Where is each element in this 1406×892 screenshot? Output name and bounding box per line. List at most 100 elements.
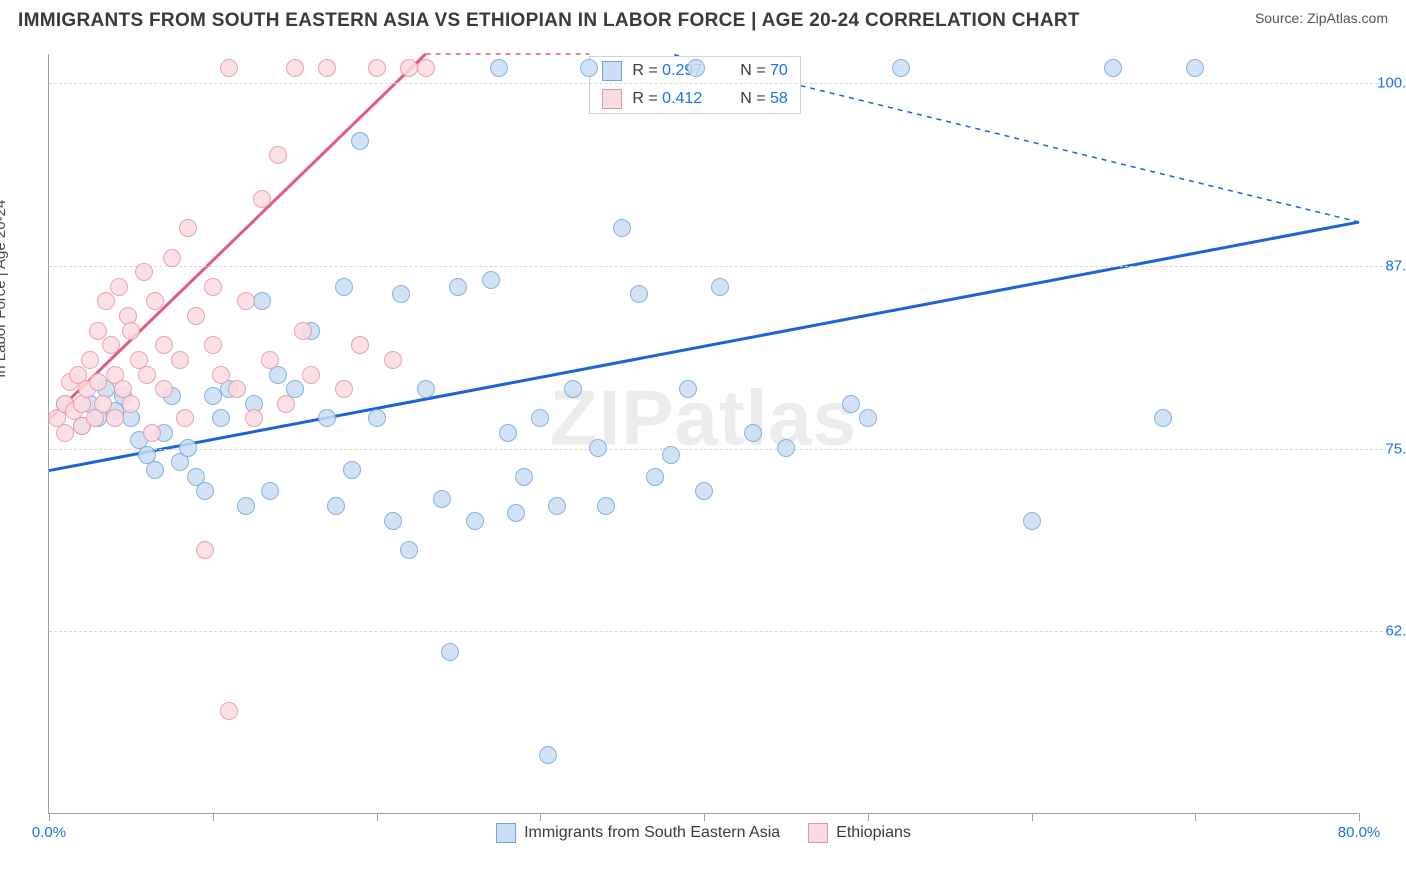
data-point — [269, 146, 287, 164]
data-point — [212, 409, 230, 427]
data-point — [89, 322, 107, 340]
data-point — [711, 278, 729, 296]
data-point — [417, 59, 435, 77]
data-point — [196, 541, 214, 559]
source-prefix: Source: — [1255, 10, 1307, 26]
data-point — [294, 322, 312, 340]
data-point — [110, 278, 128, 296]
series-legend: Immigrants from South Eastern Asia Ethiop… — [49, 823, 1358, 843]
x-tick-label: 80.0% — [1338, 824, 1381, 841]
data-point — [196, 482, 214, 500]
legend-swatch — [496, 823, 516, 843]
footer-legend-item: Immigrants from South Eastern Asia — [496, 823, 780, 843]
data-point — [245, 409, 263, 427]
data-point — [892, 59, 910, 77]
legend-swatch — [602, 89, 622, 109]
legend-swatch — [602, 61, 622, 81]
y-tick-label: 62.5% — [1366, 623, 1406, 640]
y-tick-label: 75.0% — [1366, 440, 1406, 457]
data-point — [482, 271, 500, 289]
data-point — [687, 59, 705, 77]
data-point — [368, 59, 386, 77]
data-point — [597, 497, 615, 515]
data-point — [335, 278, 353, 296]
data-point — [187, 307, 205, 325]
data-point — [286, 59, 304, 77]
data-point — [179, 439, 197, 457]
gridline — [49, 83, 1398, 84]
data-point — [146, 292, 164, 310]
data-point — [204, 387, 222, 405]
data-point — [531, 409, 549, 427]
data-point — [146, 461, 164, 479]
trend-line — [49, 54, 426, 419]
x-tick — [704, 813, 705, 821]
data-point — [507, 504, 525, 522]
data-point — [135, 263, 153, 281]
legend-n-value: N = 70 — [740, 62, 788, 80]
data-point — [1104, 59, 1122, 77]
plot-region: ZIPatlas R = 0.297N = 70R = 0.412N = 58 … — [48, 54, 1358, 814]
data-point — [89, 373, 107, 391]
x-tick — [1359, 813, 1360, 821]
source-link[interactable]: ZipAtlas.com — [1307, 10, 1388, 26]
data-point — [56, 424, 74, 442]
data-point — [400, 541, 418, 559]
legend-row: R = 0.412 N = 58 — [590, 85, 799, 113]
data-point — [441, 643, 459, 661]
data-point — [261, 351, 279, 369]
data-point — [122, 395, 140, 413]
data-point — [1154, 409, 1172, 427]
data-point — [237, 292, 255, 310]
data-point — [138, 366, 156, 384]
data-point — [102, 336, 120, 354]
data-point — [466, 512, 484, 530]
data-point — [176, 409, 194, 427]
data-point — [499, 424, 517, 442]
data-point — [204, 278, 222, 296]
data-point — [277, 395, 295, 413]
data-point — [327, 497, 345, 515]
trend-lines-layer — [49, 54, 1359, 814]
legend-n-value: N = 58 — [740, 90, 788, 108]
source-line: Source: ZipAtlas.com — [1255, 10, 1388, 26]
data-point — [302, 366, 320, 384]
data-point — [81, 351, 99, 369]
y-tick-label: 87.5% — [1366, 257, 1406, 274]
data-point — [392, 285, 410, 303]
data-point — [253, 190, 271, 208]
trend-line — [49, 222, 1359, 470]
data-point — [155, 380, 173, 398]
data-point — [351, 132, 369, 150]
data-point — [433, 490, 451, 508]
data-point — [228, 380, 246, 398]
data-point — [539, 746, 557, 764]
x-tick — [868, 813, 869, 821]
chart-title: IMMIGRANTS FROM SOUTH EASTERN ASIA VS ET… — [18, 10, 1080, 32]
data-point — [335, 380, 353, 398]
data-point — [220, 702, 238, 720]
data-point — [220, 59, 238, 77]
legend-r-value: R = 0.412 — [632, 90, 702, 108]
chart-area: In Labor Force | Age 20-24 ZIPatlas R = … — [0, 42, 1406, 892]
data-point — [695, 482, 713, 500]
gridline — [49, 266, 1398, 267]
data-point — [548, 497, 566, 515]
x-tick — [540, 813, 541, 821]
data-point — [777, 439, 795, 457]
legend-swatch — [808, 823, 828, 843]
data-point — [613, 219, 631, 237]
data-point — [171, 351, 189, 369]
data-point — [318, 59, 336, 77]
data-point — [97, 292, 115, 310]
data-point — [253, 292, 271, 310]
data-point — [261, 482, 279, 500]
footer-legend-label: Ethiopians — [836, 824, 911, 842]
data-point — [662, 446, 680, 464]
data-point — [1186, 59, 1204, 77]
data-point — [155, 336, 173, 354]
data-point — [400, 59, 418, 77]
gridline — [49, 449, 1398, 450]
x-tick-label: 0.0% — [32, 824, 66, 841]
data-point — [163, 249, 181, 267]
